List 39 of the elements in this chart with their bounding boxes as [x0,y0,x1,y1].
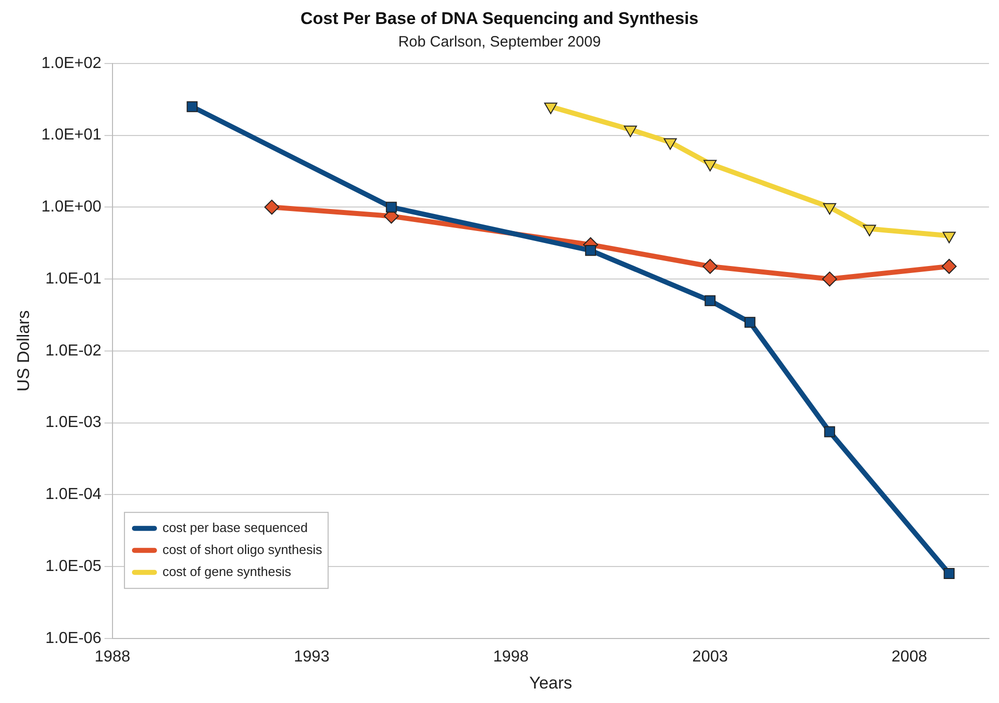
chart-subtitle: Rob Carlson, September 2009 [398,34,601,51]
x-tick-label: 1988 [94,648,130,666]
point [823,203,836,215]
y-axis-title: US Dollars [14,310,33,392]
point [862,224,876,236]
point [186,101,198,112]
point [704,160,717,172]
point [624,126,637,138]
legend-label: cost per base sequenced [162,520,308,535]
point [824,426,836,438]
x-tick-label: 2008 [892,648,928,666]
point [702,258,718,274]
point [704,295,716,306]
point [544,102,558,114]
point [264,200,280,215]
y-tick-label: 1.0E-05 [45,558,102,575]
y-tick-label: 1.0E-04 [45,486,102,504]
point [822,272,838,287]
y-tick-label: 1.0E-03 [45,414,102,432]
point [744,316,756,328]
point [386,202,397,213]
point [664,138,677,150]
y-tick-label: 1.0E-02 [45,342,102,360]
point [942,258,957,274]
y-tick-label: 1.0E-06 [45,630,102,647]
y-tick-label: 1.0E+00 [41,198,102,216]
x-axis-title: Years [529,673,572,692]
x-tick-label: 2003 [692,648,728,666]
legend-label: cost of gene synthesis [162,564,292,579]
y-tick-label: 1.0E-01 [45,270,102,288]
legend-label: cost of short oligo synthesis [162,542,323,557]
x-tick-label: 1998 [493,648,529,666]
chart-title: Cost Per Base of DNA Sequencing and Synthesis [300,8,699,28]
point [942,232,956,244]
point [944,568,955,579]
y-tick-label: 1.0E+02 [41,54,102,72]
y-tick-label: 1.0E+01 [41,126,102,144]
point [585,244,596,256]
x-tick-label: 1993 [294,648,330,666]
